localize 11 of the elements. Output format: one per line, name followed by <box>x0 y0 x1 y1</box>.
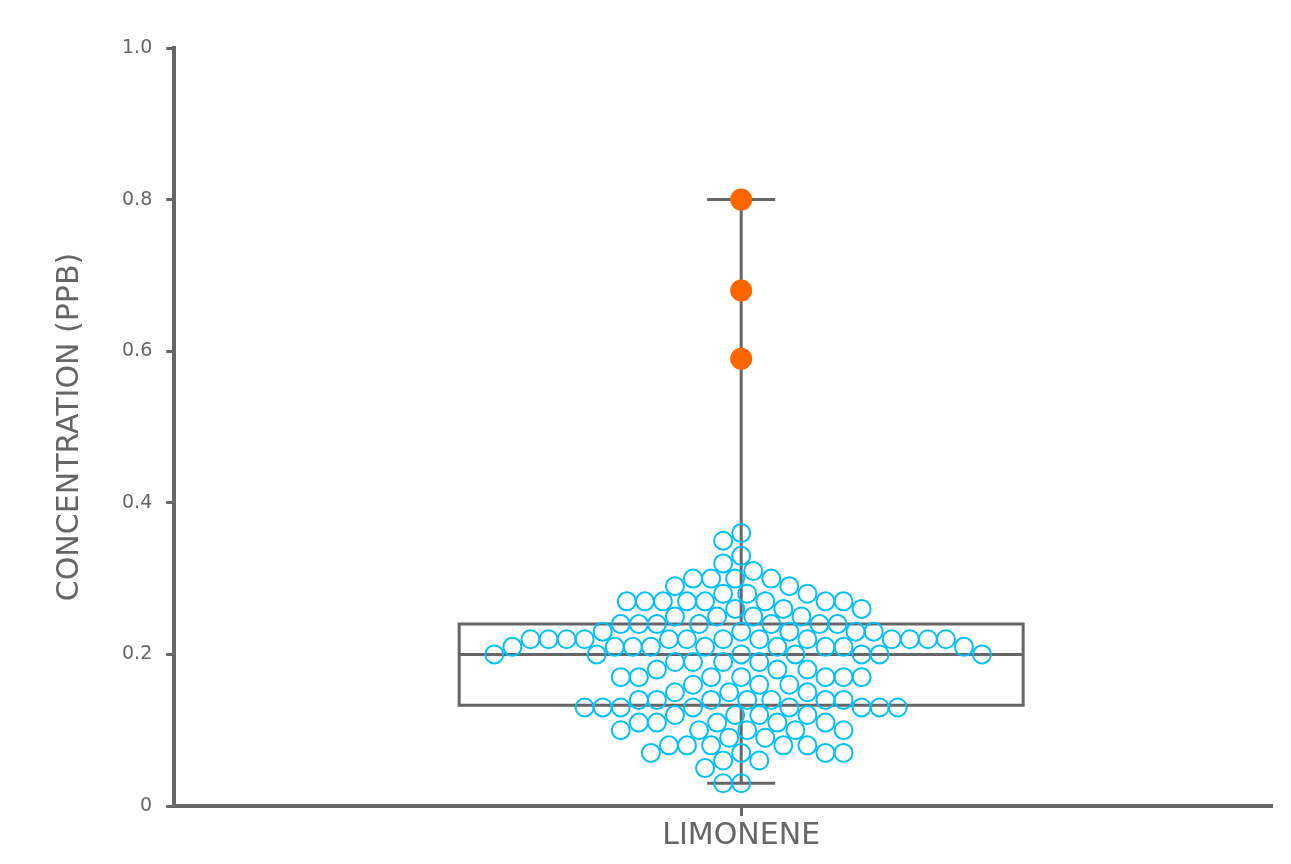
point <box>730 279 753 302</box>
y-tick-label: 0.8 <box>122 186 153 209</box>
y-axis-title: CONCENTRATION (PPB) <box>49 252 85 602</box>
y-tick-label: 0.6 <box>122 338 153 361</box>
y-tick-label: 0.2 <box>122 641 153 664</box>
point <box>730 347 753 370</box>
y-tick-label: 1.0 <box>122 34 153 57</box>
x-tick-label: LIMONENE <box>662 815 821 851</box>
point <box>730 188 753 211</box>
y-tick-label: 0 <box>140 792 153 815</box>
y-tick-label: 0.4 <box>122 489 153 512</box>
